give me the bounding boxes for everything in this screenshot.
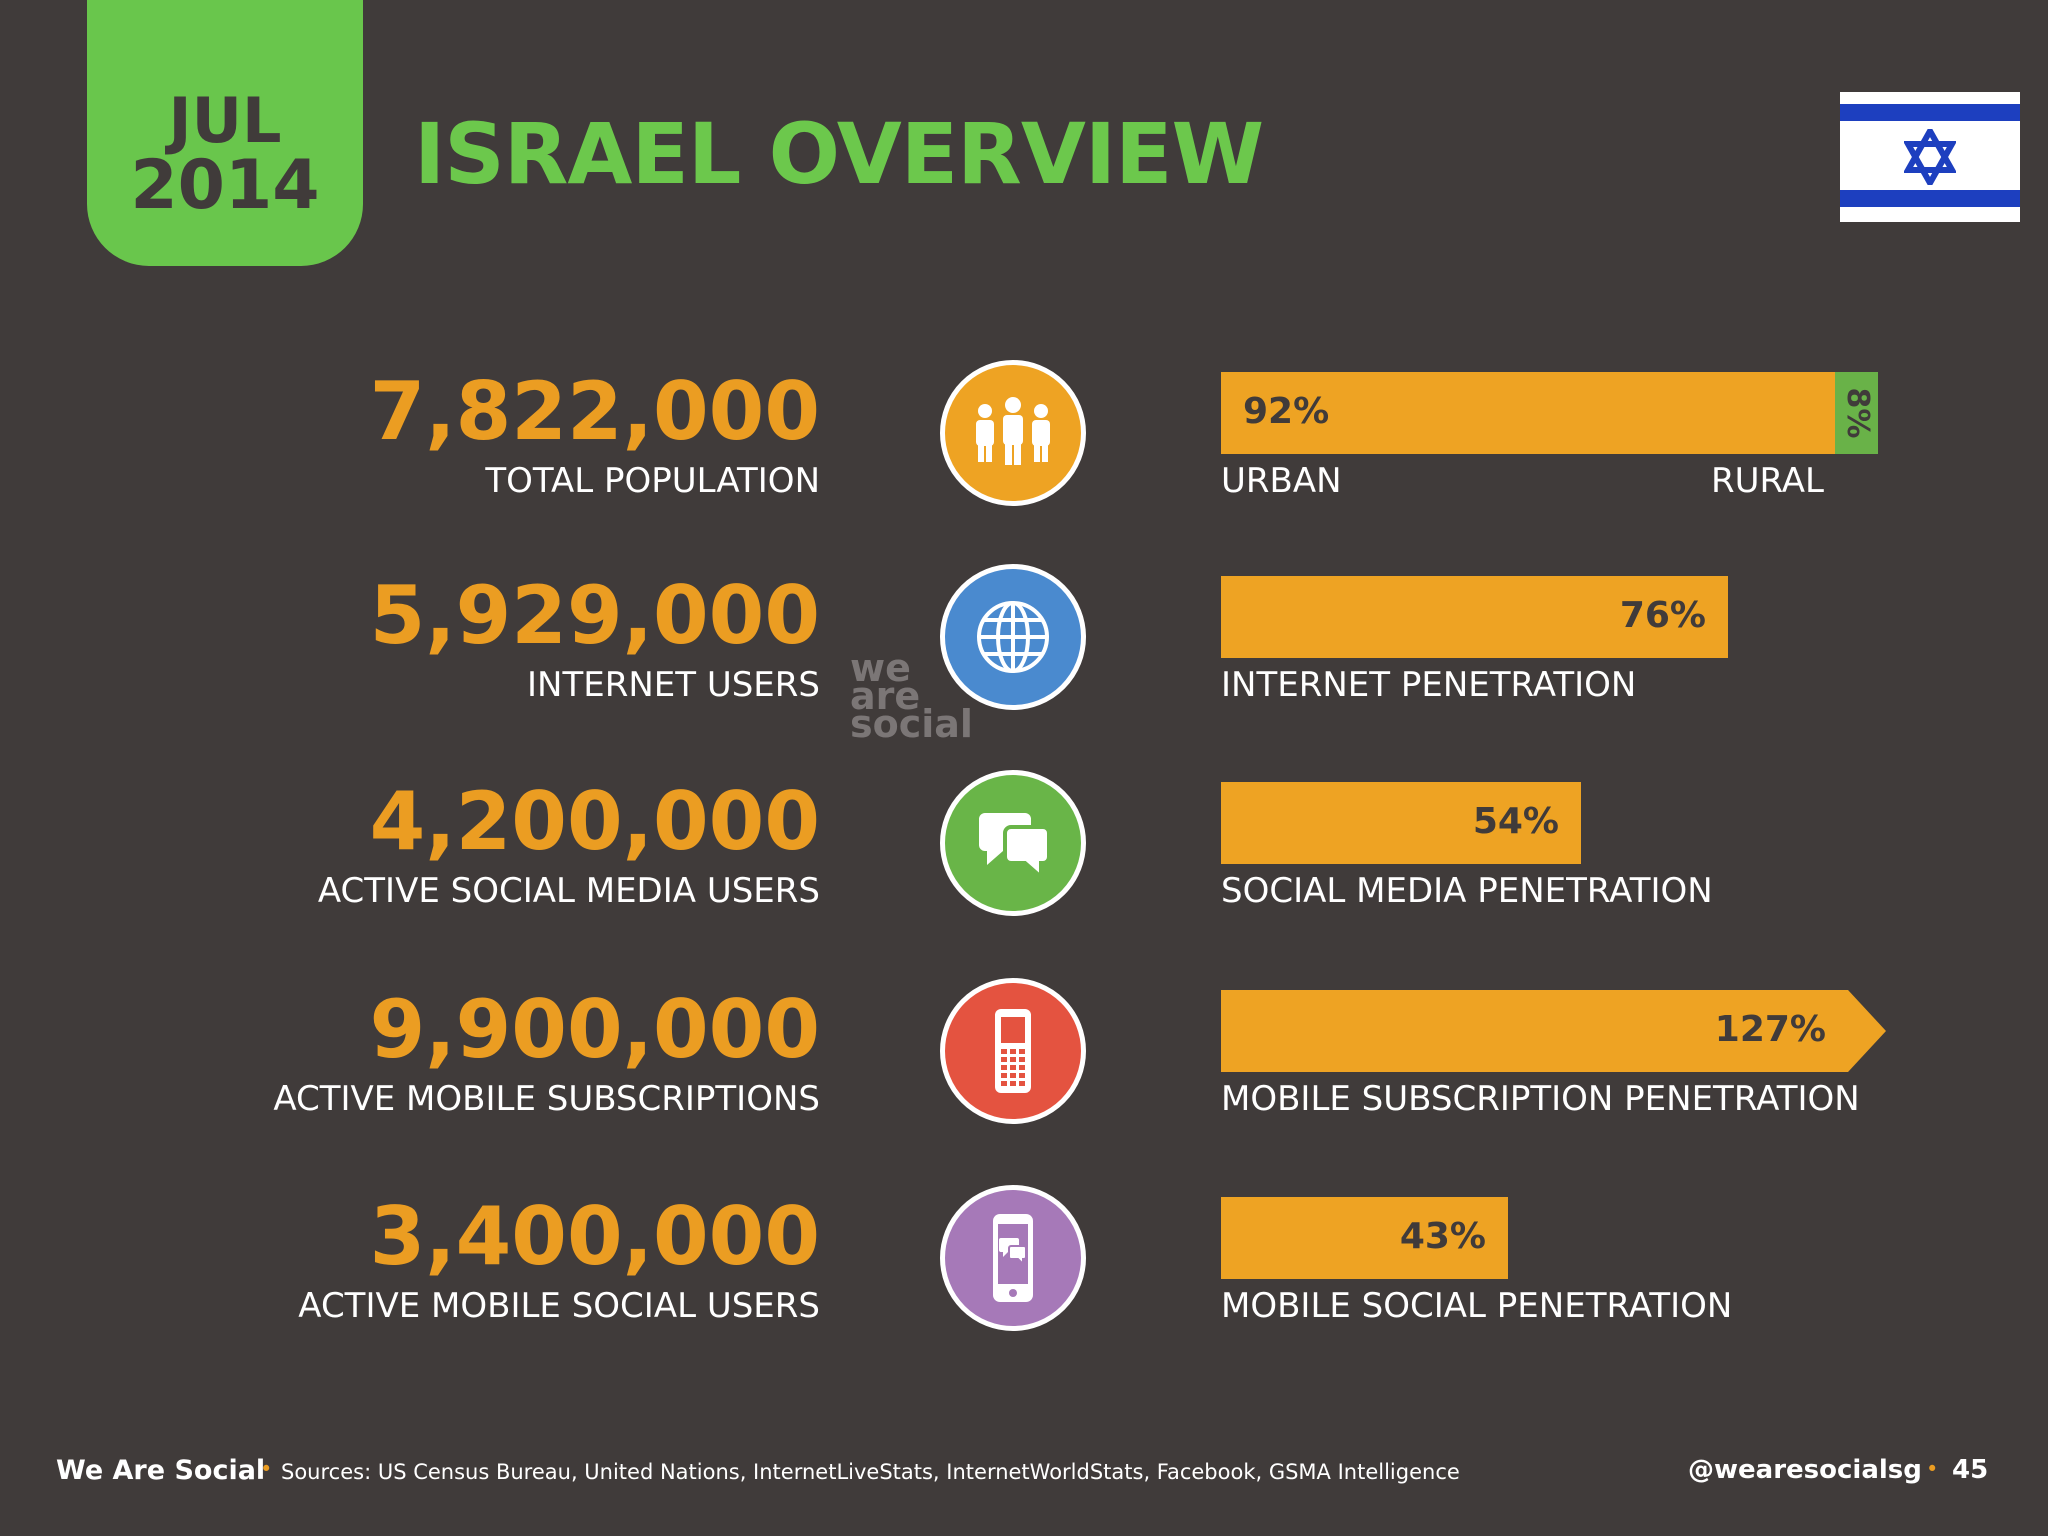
internet-penetration-value: 76%	[1619, 595, 1706, 636]
internet-penetration-bar: 76%	[1221, 576, 1728, 658]
stat-label: INTERNET USERS	[527, 665, 820, 705]
mobile-phone-icon	[940, 978, 1086, 1124]
page-number: 45	[1952, 1455, 1989, 1485]
footer: We Are Social • Sources: US Census Burea…	[0, 1455, 2048, 1495]
rural-value: 8%	[1839, 387, 1875, 439]
footer-separator: •	[1926, 1457, 1939, 1481]
stat-label: TOTAL POPULATION	[485, 461, 820, 501]
stat-value: 9,900,000	[369, 983, 820, 1076]
urban-label: URBAN	[1221, 461, 1342, 501]
internet-penetration-label: INTERNET PENETRATION	[1221, 665, 1637, 705]
mobile-penetration-label: MOBILE SUBSCRIPTION PENETRATION	[1221, 1079, 1860, 1119]
footer-sources: Sources: US Census Bureau, United Nation…	[281, 1460, 1460, 1484]
stat-value: 3,400,000	[369, 1190, 820, 1283]
mobile-penetration-bar: 127%	[1221, 990, 1848, 1072]
stat-row-population: 7,822,000 TOTAL POPULATION 92% 8% URBAN …	[0, 360, 2048, 552]
chat-bubbles-icon	[940, 770, 1086, 916]
footer-handle[interactable]: @wearesocialsg	[1688, 1455, 1922, 1485]
page-title: ISRAEL OVERVIEW	[414, 105, 1264, 203]
mobile-penetration-overflow-arrow	[1848, 990, 1886, 1072]
stat-row-mobile-social: 3,400,000 ACTIVE MOBILE SOCIAL USERS 43%…	[0, 1185, 2048, 1377]
rural-label: RURAL	[1711, 461, 1824, 501]
mobile-social-penetration-value: 43%	[1399, 1216, 1486, 1257]
stat-label: ACTIVE MOBILE SUBSCRIPTIONS	[273, 1079, 820, 1119]
stat-value: 7,822,000	[369, 365, 820, 458]
stat-label: ACTIVE SOCIAL MEDIA USERS	[317, 871, 820, 911]
stat-row-social: 4,200,000 ACTIVE SOCIAL MEDIA USERS 54% …	[0, 770, 2048, 962]
social-penetration-value: 54%	[1472, 801, 1559, 842]
social-penetration-label: SOCIAL MEDIA PENETRATION	[1221, 871, 1713, 911]
stat-label: ACTIVE MOBILE SOCIAL USERS	[298, 1286, 820, 1326]
footer-separator: •	[260, 1457, 273, 1481]
date-year: 2014	[130, 146, 320, 225]
stat-value: 5,929,000	[369, 569, 820, 662]
mobile-social-penetration-label: MOBILE SOCIAL PENETRATION	[1221, 1286, 1733, 1326]
mobile-penetration-value: 127%	[1714, 1009, 1826, 1050]
footer-brand: We Are Social	[56, 1455, 266, 1486]
stat-value: 4,200,000	[369, 775, 820, 868]
social-penetration-bar: 54%	[1221, 782, 1581, 864]
date-month: JUL	[168, 84, 282, 157]
smartphone-chat-icon	[940, 1185, 1086, 1331]
mobile-social-penetration-bar: 43%	[1221, 1197, 1508, 1279]
globe-icon	[940, 564, 1086, 710]
stat-row-mobile: 9,900,000 ACTIVE MOBILE SUBSCRIPTIONS 12…	[0, 978, 2048, 1170]
urban-value: 92%	[1243, 391, 1330, 432]
people-icon	[940, 360, 1086, 506]
stat-row-internet: 5,929,000 INTERNET USERS 76% INTERNET PE…	[0, 564, 2048, 756]
rural-bar: 8%	[1835, 372, 1878, 454]
israel-flag-icon	[1840, 92, 2020, 222]
we-are-social-watermark: we are social	[850, 646, 973, 747]
urban-bar: 92%	[1221, 372, 1835, 454]
date-tab: JUL 2014	[87, 0, 363, 266]
